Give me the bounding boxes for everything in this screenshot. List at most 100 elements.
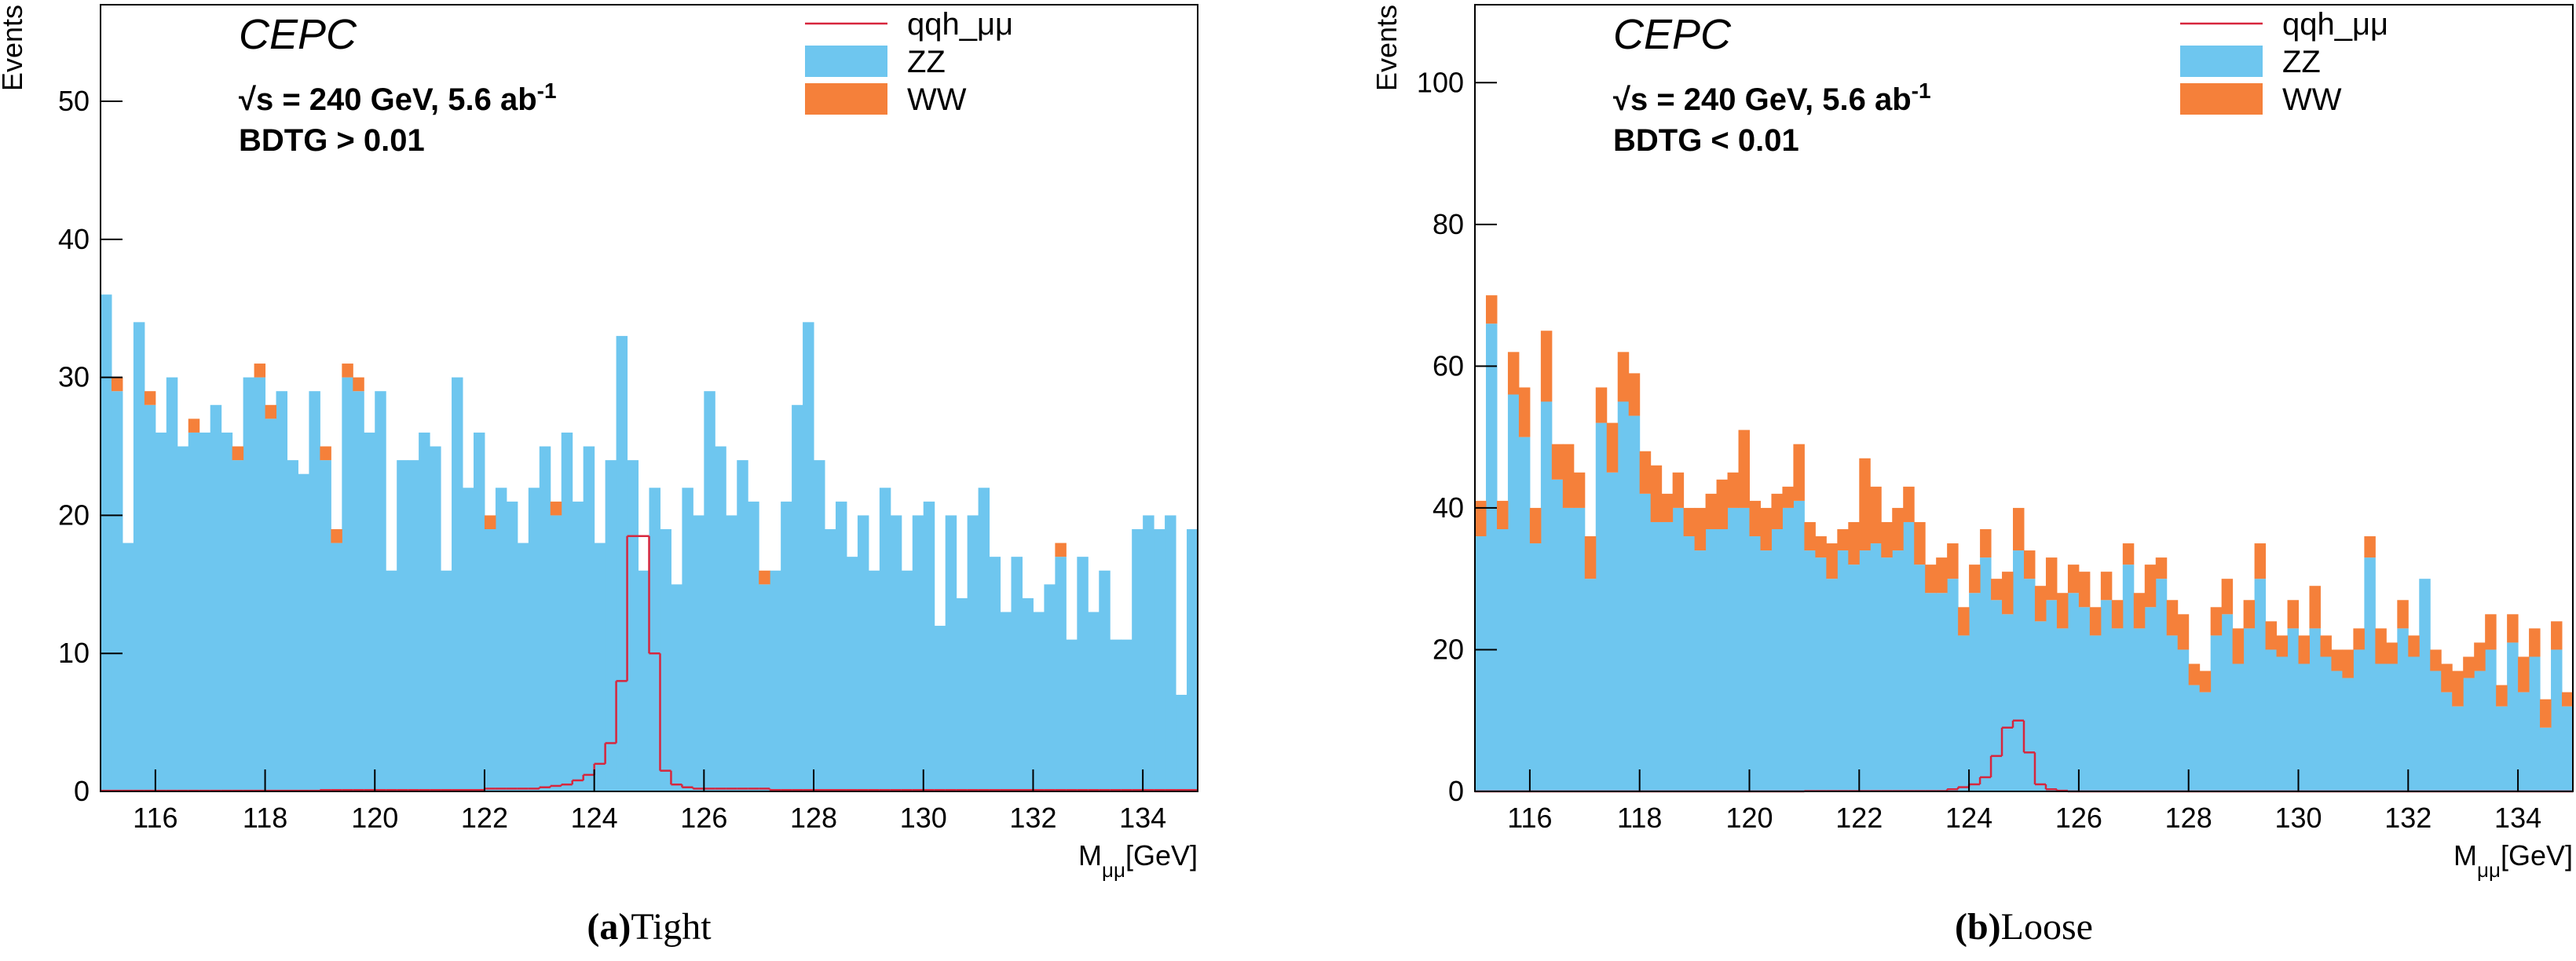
bar (101, 294, 112, 791)
bar (320, 446, 331, 461)
x-tick-label: 134 (1119, 802, 1166, 834)
x-tick-label: 132 (1009, 802, 1056, 834)
bar (2375, 628, 2387, 664)
y-tick-label: 60 (1433, 349, 1464, 382)
bar (704, 391, 715, 791)
bar (2199, 671, 2212, 692)
bar (2089, 607, 2102, 636)
bar (1837, 550, 1849, 791)
bar (1584, 536, 1597, 579)
experiment-label: CEPC (1613, 11, 1732, 58)
bar (2243, 600, 2256, 629)
bar (759, 570, 770, 585)
bar (2408, 656, 2420, 791)
bar (1595, 387, 1608, 423)
legend-label: ZZ (907, 45, 946, 79)
y-axis-label: Events (1370, 5, 1403, 91)
bar (1760, 550, 1772, 791)
x-tick-label: 126 (680, 802, 727, 834)
bar (2496, 685, 2508, 707)
bar (2507, 642, 2519, 791)
bar (144, 404, 156, 791)
energy-label: √s = 240 GeV, 5.6 ab-1 (239, 79, 557, 118)
x-tick-label: 134 (2494, 802, 2541, 834)
x-label-unit: [GeV] (1125, 839, 1198, 871)
bar (1727, 507, 1740, 791)
bar (737, 460, 748, 791)
bar (2188, 663, 2201, 685)
legend-swatch (805, 83, 887, 115)
bar (2408, 635, 2420, 657)
bar (232, 460, 244, 791)
bar (276, 391, 287, 791)
bar (2002, 572, 2014, 615)
x-tick-label: 116 (133, 802, 177, 834)
bar (1914, 521, 1926, 565)
bar (1793, 500, 1805, 791)
bar (1837, 529, 1849, 551)
bar (539, 446, 551, 791)
bar (2078, 572, 2091, 608)
bar (1650, 521, 1663, 791)
bar (901, 570, 913, 791)
bar (243, 377, 255, 791)
bar (1815, 557, 1827, 791)
bar (2067, 593, 2080, 791)
legend-label: ZZ (2282, 45, 2321, 79)
frame (1474, 4, 2574, 792)
bar (2177, 649, 2190, 791)
bar (331, 529, 342, 543)
bar (1749, 500, 1761, 537)
bar (2276, 656, 2289, 791)
caption-text: Tight (631, 906, 712, 948)
bar (879, 488, 891, 791)
bar (1749, 536, 1761, 791)
bar (1672, 507, 1685, 791)
bar (1143, 515, 1154, 791)
subfigure-caption: (b)Loose (1955, 906, 2093, 948)
x-tick-label: 122 (1835, 802, 1883, 834)
x-tick-label: 128 (790, 802, 837, 834)
bar (2474, 671, 2486, 791)
bar (1022, 597, 1034, 791)
bar (759, 584, 770, 791)
bar (122, 543, 134, 791)
bar (2485, 649, 2497, 791)
bar (561, 432, 573, 791)
bar (517, 543, 529, 791)
bar (572, 501, 584, 791)
bar (2232, 628, 2245, 664)
bar (2364, 536, 2376, 558)
bar (1595, 422, 1608, 791)
x-tick-label: 120 (351, 802, 398, 834)
x-label-subscript: μμ (2477, 858, 2501, 882)
bar (375, 391, 386, 791)
bar (1551, 444, 1564, 480)
bar (1475, 536, 1487, 791)
bar (1529, 507, 1542, 544)
bar (2551, 621, 2563, 650)
bar (2287, 600, 2299, 629)
bar (1110, 639, 1122, 791)
bar (1496, 529, 1509, 791)
bar (1011, 557, 1023, 791)
bar (1991, 600, 2003, 791)
bar (210, 404, 222, 791)
bar (660, 529, 671, 791)
bar (2100, 600, 2113, 791)
bar (2430, 671, 2442, 791)
bar (2254, 579, 2267, 791)
legend-label: qqh_μμ (907, 7, 1013, 42)
y-tick-label: 20 (1433, 633, 1464, 665)
y-tick-label: 50 (58, 85, 90, 117)
cut-label: BDTG < 0.01 (1613, 123, 1799, 158)
bar (298, 473, 309, 791)
bar (1606, 422, 1619, 473)
bar (934, 626, 946, 791)
bar (1771, 493, 1783, 529)
bar (2210, 607, 2223, 636)
bar (2089, 635, 2102, 791)
bar (638, 570, 649, 791)
bar (2177, 614, 2190, 650)
bar (1815, 536, 1827, 558)
